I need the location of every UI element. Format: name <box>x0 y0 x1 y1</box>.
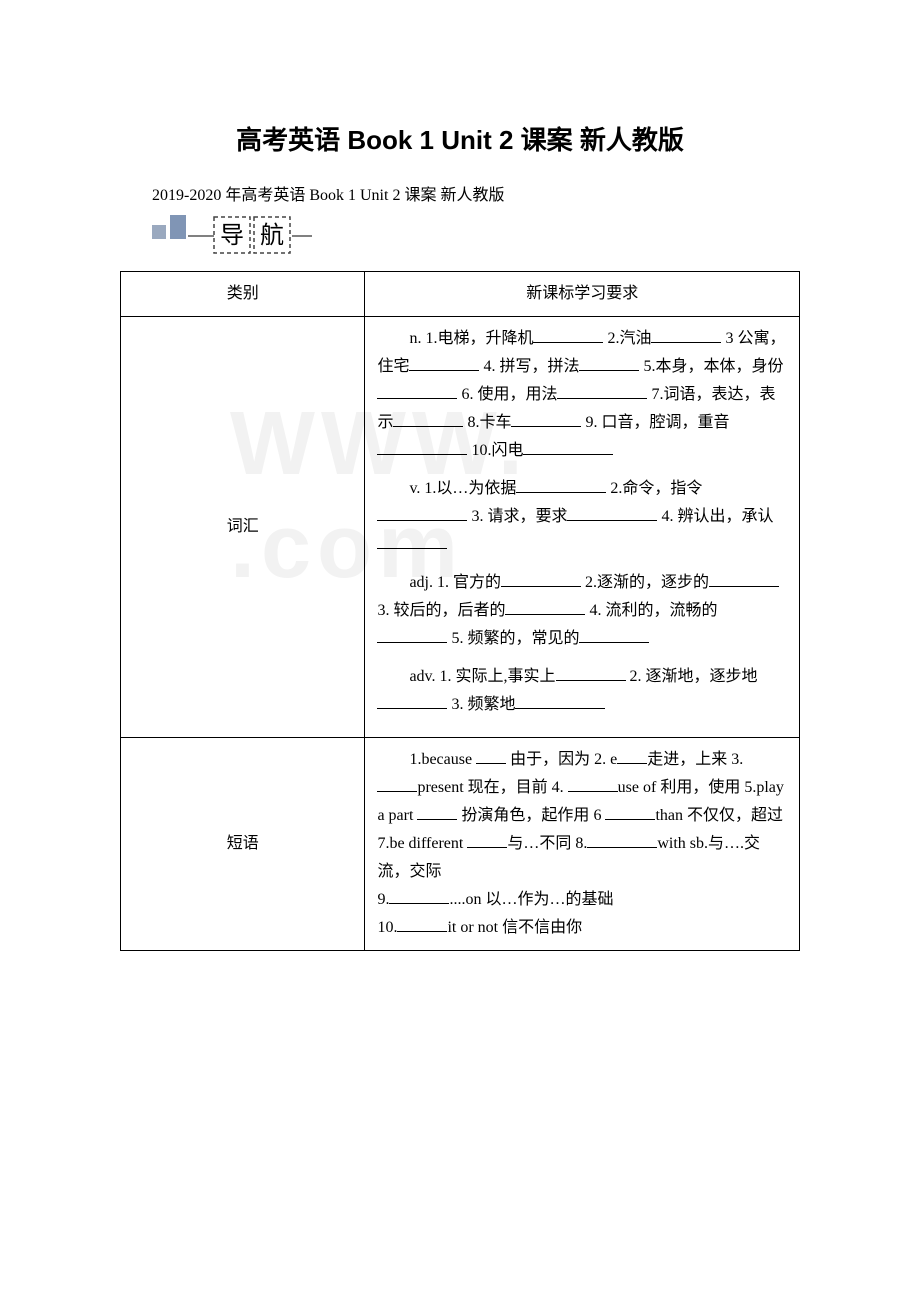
header-category: 类别 <box>121 272 365 317</box>
n-item: 10.闪电 <box>471 442 523 459</box>
adj-item: 5. 频繁的，常见的 <box>451 630 579 647</box>
v-item: 1.以…为依据 <box>424 480 516 497</box>
blank <box>476 748 506 764</box>
blank <box>651 327 721 343</box>
blank <box>579 355 639 371</box>
blank <box>377 505 467 521</box>
v-item: 2.命令，指令 <box>610 480 702 497</box>
blank <box>397 916 447 932</box>
page-title: 高考英语 Book 1 Unit 2 课案 新人教版 <box>120 120 800 157</box>
blank <box>557 383 647 399</box>
requirements-table: 类别 新课标学习要求 词汇 n. 1.电梯，升降机 2.汽油 3 公寓，住宅 4… <box>120 271 800 951</box>
p-item: 10. <box>377 919 397 936</box>
subtitle: 2019-2020 年高考英语 Book 1 Unit 2 课案 新人教版 <box>120 181 800 205</box>
n-item: 8.卡车 <box>467 414 511 431</box>
adj-label: adj. <box>409 574 437 591</box>
p-item: 扮演角色，起作用 <box>457 807 593 824</box>
blank <box>567 505 657 521</box>
n-item: 5.本身，本体，身份 <box>643 358 783 375</box>
blank <box>523 439 613 455</box>
blank <box>377 383 457 399</box>
blank <box>377 776 417 792</box>
blank <box>505 599 585 615</box>
table-row: 短语 1.because 由于，因为 2. e 走进，上来 3. present … <box>121 738 800 951</box>
p-item: 由于，因为 <box>506 751 594 768</box>
adj-item: 2.逐渐的，逐步的 <box>585 574 709 591</box>
adv-label: adv. <box>409 668 439 685</box>
blank <box>501 571 581 587</box>
blank <box>515 693 605 709</box>
p-item: 2. e <box>594 751 617 768</box>
blank <box>409 355 479 371</box>
n-item: 1.电梯，升降机 <box>425 330 533 347</box>
table-header-row: 类别 新课标学习要求 <box>121 272 800 317</box>
blank <box>587 832 657 848</box>
p-item: 1.because <box>409 751 476 768</box>
adj-item: 1. 官方的 <box>437 574 501 591</box>
category-phrase: 短语 <box>121 738 365 951</box>
p-item: 8. <box>575 835 587 852</box>
blank <box>709 571 779 587</box>
adj-item: 4. 流利的，流畅的 <box>589 602 717 619</box>
blank <box>516 477 606 493</box>
nav-char-2: 航 <box>260 222 284 249</box>
p-item: 4. <box>552 779 568 796</box>
blank <box>417 804 457 820</box>
p-item: 3. <box>731 751 743 768</box>
p-item: 9. <box>377 891 389 908</box>
n-item: 9. 口音，腔调，重音 <box>585 414 729 431</box>
blank <box>377 693 447 709</box>
p-item: 6 <box>593 807 605 824</box>
p-item: than 不仅仅，超过 <box>655 807 783 824</box>
adj-item: 3. 较后的，后者的 <box>377 602 505 619</box>
adv-item: 1. 实际上,事实上 <box>440 668 556 685</box>
blank <box>467 832 507 848</box>
n-item: 6. 使用，用法 <box>461 386 557 403</box>
blank <box>511 411 581 427</box>
header-requirements: 新课标学习要求 <box>365 272 800 317</box>
adv-item: 3. 频繁地 <box>451 696 515 713</box>
blank <box>533 327 603 343</box>
blank <box>377 439 467 455</box>
phrase-cell: 1.because 由于，因为 2. e 走进，上来 3. present 现在，… <box>365 738 800 951</box>
vocab-cell: n. 1.电梯，升降机 2.汽油 3 公寓，住宅 4. 拼写，拼法 5.本身，本… <box>365 317 800 738</box>
v-label: v. <box>409 480 424 497</box>
blank <box>389 888 449 904</box>
table-row: 词汇 n. 1.电梯，升降机 2.汽油 3 公寓，住宅 4. 拼写，拼法 5.本… <box>121 317 800 738</box>
n-label: n. <box>409 330 425 347</box>
p-item: ....on 以…作为…的基础 <box>449 891 613 908</box>
blank <box>393 411 463 427</box>
blank <box>605 804 655 820</box>
v-item: 4. 辨认出，承认 <box>661 508 773 525</box>
document-content: 高考英语 Book 1 Unit 2 课案 新人教版 2019-2020 年高考… <box>120 120 800 951</box>
blank <box>568 776 618 792</box>
p-item: use of 利用，使用 <box>618 779 745 796</box>
blank <box>556 665 626 681</box>
n-item: 4. 拼写，拼法 <box>483 358 579 375</box>
nav-graphic: 导 航 <box>152 213 800 259</box>
p-item: present 现在，目前 <box>417 779 551 796</box>
blank <box>617 748 647 764</box>
p-item: 7.be different <box>377 835 467 852</box>
nav-char-1: 导 <box>220 223 244 249</box>
blank <box>579 627 649 643</box>
p-item: 与…不同 <box>507 835 575 852</box>
blank <box>377 533 447 549</box>
v-item: 3. 请求，要求 <box>471 508 567 525</box>
adv-item: 2. 逐渐地，逐步地 <box>630 668 758 685</box>
blank <box>377 627 447 643</box>
p-item: 走进，上来 <box>647 751 731 768</box>
p-item: it or not 信不信由你 <box>447 919 582 936</box>
n-item: 2.汽油 <box>607 330 651 347</box>
category-vocab: 词汇 <box>121 317 365 738</box>
